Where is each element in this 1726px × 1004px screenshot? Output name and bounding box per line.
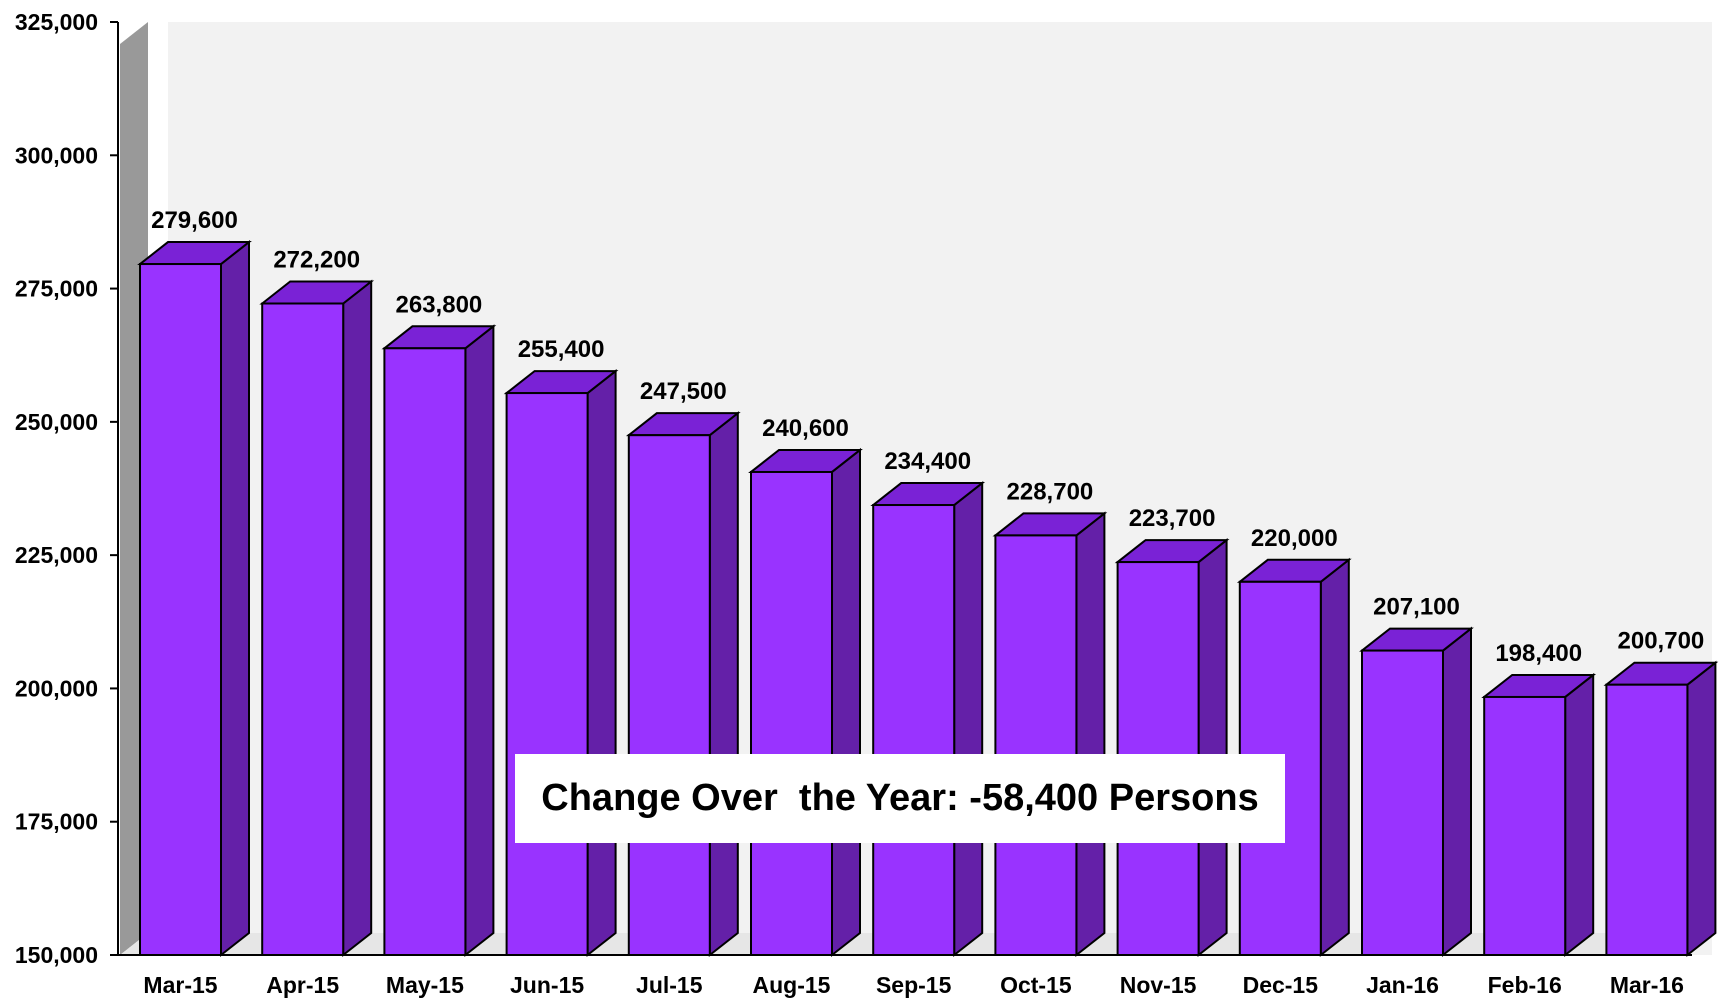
bar-side-face xyxy=(586,369,617,958)
bar xyxy=(1481,672,1597,958)
data-label: 255,400 xyxy=(518,336,605,363)
x-tick-label: May-15 xyxy=(386,972,464,998)
data-label: 200,700 xyxy=(1618,628,1705,655)
data-label: 272,200 xyxy=(273,246,360,273)
x-tick-label: Jan-16 xyxy=(1366,972,1439,998)
bar xyxy=(259,279,375,958)
data-label: 234,400 xyxy=(884,448,971,475)
y-axis-tick-labels: 150,000 175,000 200,000 225,000 250,000 275,0… xyxy=(15,9,98,968)
y-tick-label: 225,000 xyxy=(15,542,98,568)
bar-side-face xyxy=(1319,557,1350,958)
bar-front-face xyxy=(505,392,589,956)
x-axis-tick-labels: Mar-15 Apr-15 May-15 Jun-15 Jul-15 Aug-15 Sep-… xyxy=(143,972,1684,998)
x-tick-label: Dec-15 xyxy=(1243,972,1319,998)
bar xyxy=(1603,660,1719,958)
bar-side-face xyxy=(1564,672,1595,958)
data-label: 279,600 xyxy=(151,207,238,234)
bar-front-face xyxy=(994,534,1078,956)
bar-side-face xyxy=(464,324,495,958)
data-label: 207,100 xyxy=(1373,594,1460,621)
bar-front-face xyxy=(750,470,833,956)
bar-side-face xyxy=(1686,660,1717,958)
bar xyxy=(1114,538,1230,958)
bar xyxy=(625,411,741,958)
x-tick-label: Sep-15 xyxy=(876,972,952,998)
bars xyxy=(137,239,1719,958)
bar xyxy=(992,511,1108,958)
bar-side-face xyxy=(953,480,984,958)
x-tick-label: Apr-15 xyxy=(266,972,339,998)
bar-side-face xyxy=(831,447,861,958)
y-tick-label: 150,000 xyxy=(15,942,98,968)
data-label: 220,000 xyxy=(1251,525,1338,552)
x-tick-label: Mar-15 xyxy=(143,972,217,998)
y-tick-label: 300,000 xyxy=(15,142,98,168)
data-label: 228,700 xyxy=(1007,478,1094,505)
x-tick-label: Jul-15 xyxy=(636,972,703,998)
bar xyxy=(503,369,619,958)
x-tick-label: Feb-16 xyxy=(1488,972,1562,998)
bar-side-face xyxy=(708,411,739,958)
y-tick-label: 175,000 xyxy=(15,809,98,835)
bar xyxy=(1359,626,1474,958)
data-label: 263,800 xyxy=(396,291,483,318)
data-label: 240,600 xyxy=(762,415,849,442)
bar-side-face xyxy=(1075,511,1106,958)
bar-front-face xyxy=(1483,695,1567,956)
y-tick-label: 275,000 xyxy=(15,276,98,302)
x-tick-label: Jun-15 xyxy=(510,972,584,998)
data-labels: 279,600 272,200 263,800 255,400 247,500 240,6… xyxy=(151,207,1704,667)
bar-front-face xyxy=(1605,683,1689,957)
bar-front-face xyxy=(872,504,956,956)
bar-side-face xyxy=(220,239,250,958)
bar-front-face xyxy=(1361,649,1444,956)
bar-side-face xyxy=(1197,538,1228,958)
bar xyxy=(748,447,863,958)
bar-front-face xyxy=(139,263,222,956)
bar xyxy=(137,239,252,958)
change-annotation: Change Over the Year: -58,400 Persons xyxy=(515,754,1285,843)
data-label: 198,400 xyxy=(1495,640,1582,667)
x-tick-label: Mar-16 xyxy=(1610,972,1684,998)
bar-front-face xyxy=(261,302,345,956)
x-tick-label: Aug-15 xyxy=(753,972,831,998)
bar-side-face xyxy=(1442,626,1472,958)
bar xyxy=(870,480,986,958)
y-tick-label: 250,000 xyxy=(15,409,98,435)
bar-front-face xyxy=(627,434,711,956)
bar-front-face xyxy=(383,347,467,956)
data-label: 223,700 xyxy=(1129,505,1216,532)
bar-side-face xyxy=(342,279,373,958)
bar xyxy=(381,324,497,958)
y-tick-label: 325,000 xyxy=(15,9,98,35)
data-label: 247,500 xyxy=(640,378,727,405)
y-tick-label: 200,000 xyxy=(15,675,98,701)
x-tick-label: Oct-15 xyxy=(1000,972,1072,998)
x-tick-label: Nov-15 xyxy=(1120,972,1197,998)
